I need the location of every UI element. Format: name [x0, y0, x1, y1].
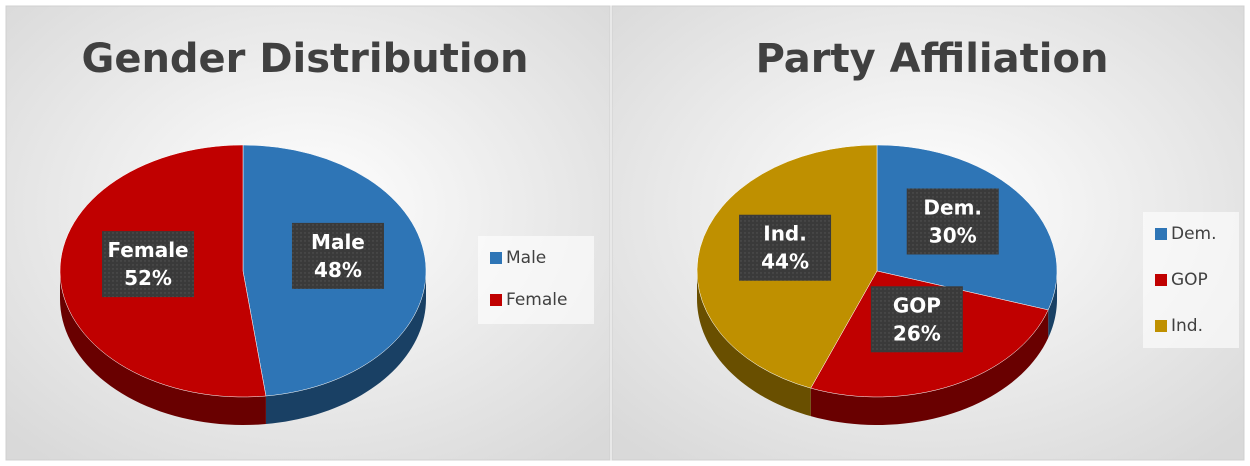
data-label-category: Dem.: [923, 195, 982, 219]
data-label-value: 52%: [124, 266, 172, 290]
data-label-category: Female: [107, 238, 188, 262]
chart-title: Party Affiliation: [756, 36, 1109, 82]
data-label: Female 52%: [107, 238, 188, 290]
legend-swatch: [490, 252, 502, 264]
data-label-box: [906, 188, 999, 255]
data-label-category: Male: [311, 230, 365, 254]
data-label-value: 30%: [929, 223, 977, 247]
data-label-category: GOP: [893, 293, 941, 317]
legend-swatch: [1155, 228, 1167, 240]
slice-side: [1048, 271, 1057, 338]
legend-swatch: [1155, 320, 1167, 332]
slice-side: [265, 271, 426, 425]
data-label: Dem. 30%: [923, 195, 982, 247]
data-label: GOP 26%: [893, 293, 941, 345]
data-label-box: [102, 231, 195, 298]
data-label: Male 48%: [311, 230, 365, 282]
slice-side: [697, 271, 811, 417]
data-label-category: Ind.: [763, 222, 807, 246]
chart-title: Gender Distribution: [81, 36, 528, 82]
data-label-box: [739, 214, 832, 281]
legend-label: Female: [506, 290, 567, 310]
data-label-box: [870, 286, 963, 353]
slice-side: [810, 309, 1049, 425]
data-label-value: 48%: [314, 258, 362, 282]
legend-swatch: [1155, 274, 1167, 286]
legend: [478, 236, 594, 324]
data-label-box: [291, 222, 384, 289]
data-label-value: 26%: [893, 321, 941, 345]
data-label: Ind. 44%: [761, 222, 809, 274]
legend-label: Dem.: [1171, 224, 1217, 244]
legend-label: Male: [506, 248, 546, 268]
legend-label: Ind.: [1171, 316, 1203, 336]
legend-swatch: [490, 294, 502, 306]
data-label-value: 44%: [761, 250, 809, 274]
slice-side: [60, 271, 266, 425]
legend-label: GOP: [1171, 270, 1208, 290]
